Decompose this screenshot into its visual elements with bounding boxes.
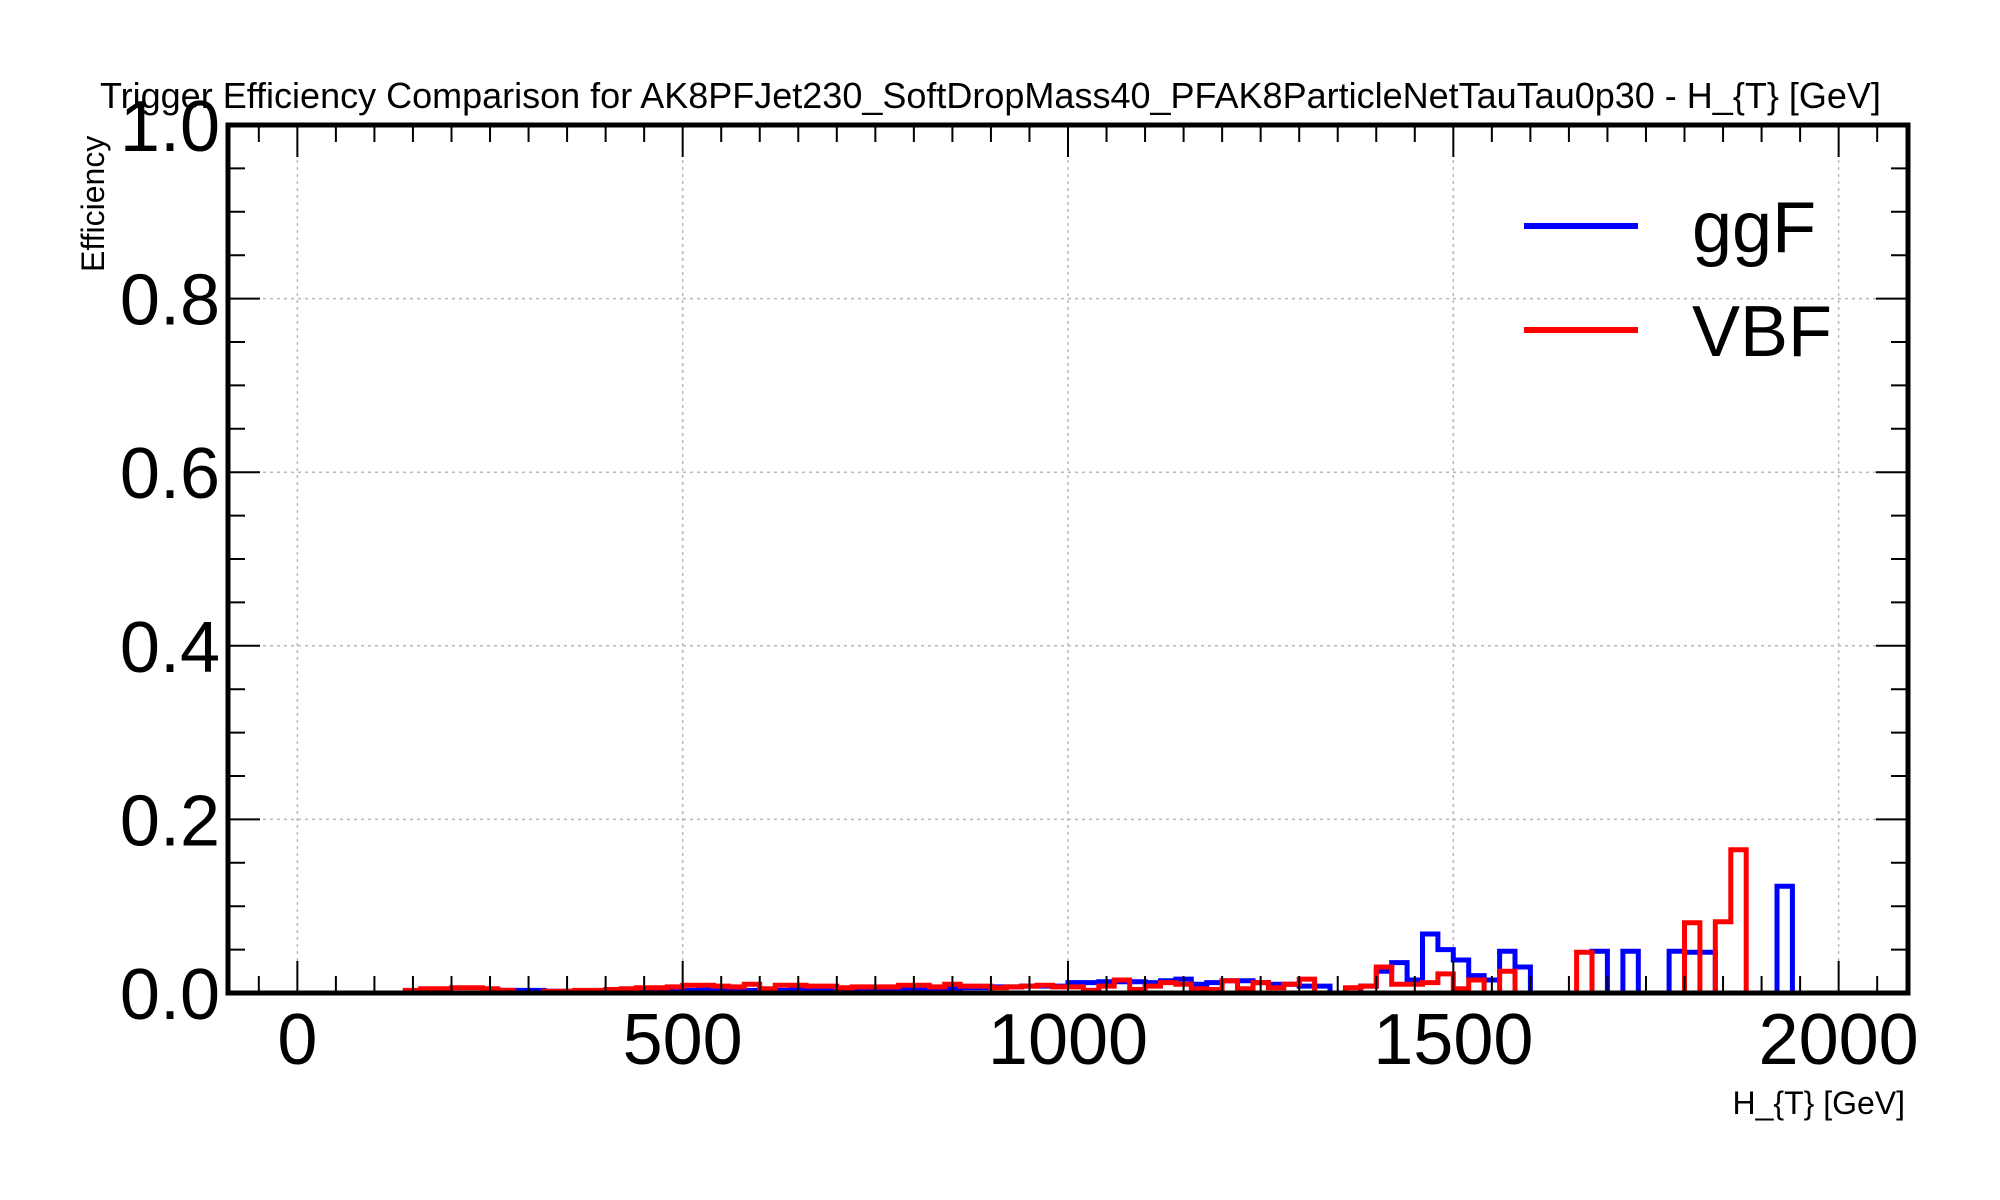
y-tick-label: 0.4 (120, 608, 220, 688)
legend-label-ggf: ggF (1692, 188, 1816, 268)
series-group (297, 847, 1808, 996)
x-tick-label: 1500 (1373, 1000, 1533, 1080)
y-tick-label: 1.0 (120, 87, 220, 167)
x-tick-label: 0 (277, 1000, 317, 1080)
grid-lines (228, 125, 1908, 993)
tick-labels: 0 500 1000 1500 2000 0.0 0.2 0.4 0.6 0.8 1.0 (120, 87, 1919, 1080)
x-tick-label: 500 (623, 1000, 743, 1080)
chart-title: Trigger Efficiency Comparison for AK8PFJ… (100, 75, 1881, 116)
legend: ggF VBF (1524, 188, 1832, 372)
y-tick-label: 0.8 (120, 261, 220, 341)
legend-label-vbf: VBF (1692, 292, 1832, 372)
x-axis-label: H_{T} [GeV] (1732, 1085, 1905, 1121)
x-tick-label: 2000 (1759, 1000, 1919, 1080)
series-line-vbf (297, 847, 1808, 996)
x-tick-label: 1000 (988, 1000, 1148, 1080)
plot-frame (225, 122, 1911, 996)
series-line-ggf (297, 883, 1808, 996)
y-tick-label: 0.6 (120, 434, 220, 514)
y-axis-label: Efficiency (75, 136, 111, 272)
y-tick-label: 0.0 (120, 955, 220, 1035)
y-tick-label: 0.2 (120, 781, 220, 861)
